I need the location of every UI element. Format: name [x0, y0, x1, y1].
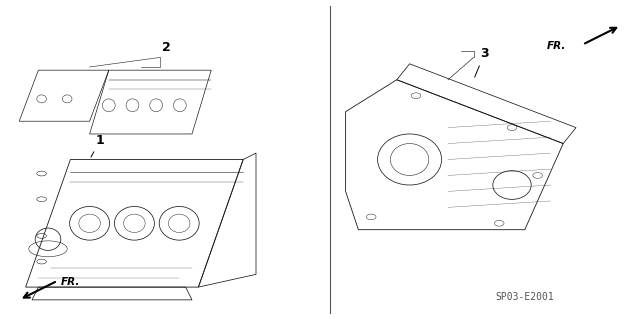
Text: 2: 2 [162, 41, 171, 54]
Text: FR.: FR. [61, 277, 80, 287]
Text: 1: 1 [91, 134, 105, 157]
Text: 3: 3 [475, 48, 488, 77]
Text: SP03-E2001: SP03-E2001 [495, 292, 554, 302]
Text: FR.: FR. [547, 41, 566, 51]
